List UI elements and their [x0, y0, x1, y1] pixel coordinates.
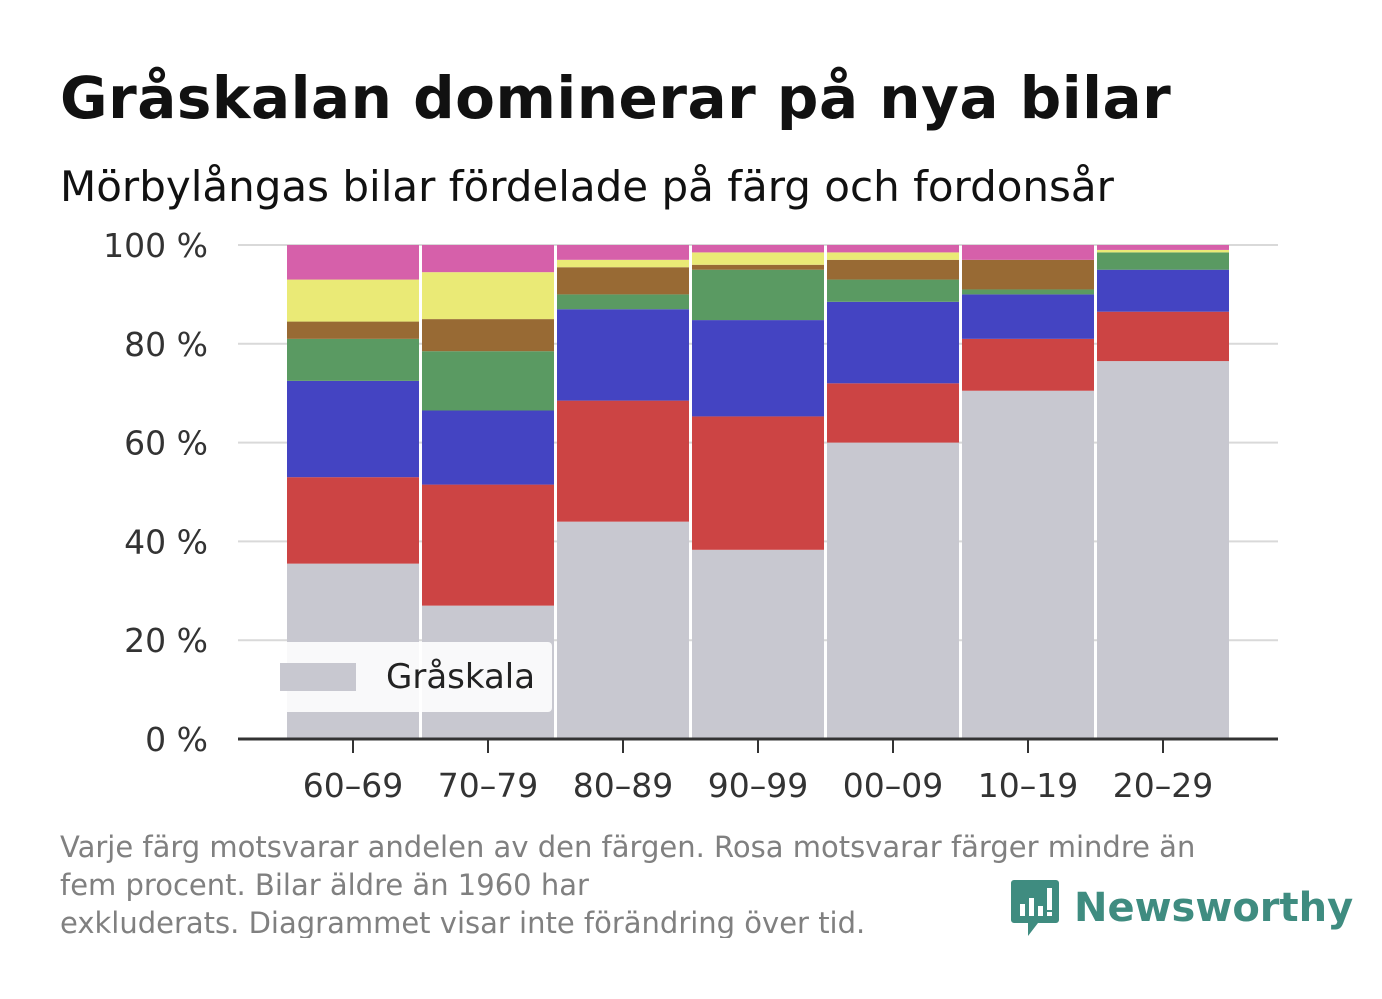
bar-segment [827, 279, 959, 302]
x-tick-label: 70–79 [438, 766, 538, 805]
bar-segment [287, 380, 419, 478]
bar-segment [557, 400, 689, 522]
bar-segment [287, 321, 419, 339]
brand: Newsworthy [1010, 878, 1353, 938]
bar-segment [962, 338, 1094, 391]
legend: Gråskala [262, 642, 552, 712]
bar-segment [827, 245, 959, 253]
bar-segment [827, 383, 959, 443]
footnote-line-3: exkluderats. Diagrammet visar inte förän… [60, 906, 866, 938]
bar-segment [557, 294, 689, 310]
bar-segment [287, 279, 419, 322]
x-tick-label: 00–09 [843, 766, 943, 805]
bar-segment [692, 245, 824, 253]
bar-segment [1097, 252, 1229, 270]
bar-segment [692, 264, 824, 270]
bar-segment [962, 289, 1094, 295]
footnote-line-1: Varje färg motsvarar andelen av den färg… [60, 830, 1196, 864]
bar-segment [962, 259, 1094, 290]
brand-name: Newsworthy [1074, 885, 1354, 931]
y-tick-label: 0 % [145, 720, 208, 759]
y-tick-label: 60 % [124, 424, 208, 463]
y-tick-label: 40 % [124, 522, 208, 561]
y-tick-label: 80 % [124, 325, 208, 364]
chart-subtitle: Mörbylångas bilar fördelade på färg och … [60, 162, 1114, 211]
bar-segment [557, 309, 689, 401]
bar-segment [422, 484, 554, 606]
bar-segment [827, 301, 959, 384]
bar-segment [1097, 269, 1229, 312]
chart-title: Gråskalan dominerar på nya bilar [60, 64, 1172, 132]
bar-segment [287, 245, 419, 280]
bar-segment [692, 416, 824, 550]
newsworthy-logo-icon [1011, 880, 1059, 936]
bar-segment [1097, 311, 1229, 362]
bar-segment [557, 259, 689, 268]
bar-segment [422, 245, 554, 273]
bar-segment [692, 549, 824, 739]
x-tick-label: 90–99 [708, 766, 808, 805]
bar-segment [692, 269, 824, 321]
bar-segment [422, 319, 554, 352]
bar-segment [557, 521, 689, 739]
axes: 0 % 20 % 40 % 60 % 80 % 100 % 60–69 70–79 80–89 9… [103, 226, 1278, 805]
bar-segment [557, 245, 689, 260]
bar-segment [692, 320, 824, 417]
bar-segment [962, 390, 1094, 739]
bar-segment [557, 267, 689, 295]
bar-segment [962, 245, 1094, 260]
x-tick-label: 80–89 [573, 766, 673, 805]
x-tick-label: 60–69 [303, 766, 403, 805]
footnote: Varje färg motsvarar andelen av den färg… [60, 828, 1300, 938]
x-tick-label: 20–29 [1113, 766, 1213, 805]
bar-segment [827, 259, 959, 280]
bar-segment [827, 252, 959, 260]
legend-label: Gråskala [386, 657, 536, 697]
bar-segment [422, 410, 554, 485]
bar-segment [422, 272, 554, 320]
bar-segment [287, 477, 419, 564]
bar-segment [287, 338, 419, 381]
bar-segment [692, 252, 824, 265]
bar-segment [1097, 245, 1229, 250]
x-tick-label: 10–19 [978, 766, 1078, 805]
footnote-line-2: fem procent. Bilar äldre än 1960 har [60, 868, 589, 902]
legend-swatch [280, 663, 356, 691]
bar-segment [962, 294, 1094, 339]
bar-segment [1097, 361, 1229, 739]
y-tick-label: 100 % [103, 226, 208, 265]
bar-segment [422, 351, 554, 411]
bar-segment [827, 442, 959, 739]
y-tick-label: 20 % [124, 621, 208, 660]
bar-segment [1097, 249, 1229, 253]
